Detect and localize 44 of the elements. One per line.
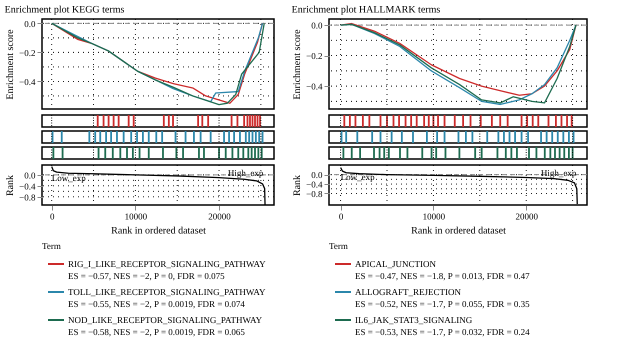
y-tick-label: −0.4 (306, 82, 323, 92)
legend-title: Term (42, 241, 61, 251)
y-axis-title: Rank (292, 174, 304, 196)
legend-label: RIG_I_LIKE_RECEPTOR_SIGNALING_PATHWAY (68, 259, 266, 269)
legend-title: Term (329, 241, 348, 251)
annotation: Low_exp (340, 172, 376, 182)
x-tick-label: 10000 (422, 212, 446, 222)
text: ES = −0.53, NES = −1.7, P = 0.032, FDR = 0.24 (355, 327, 530, 337)
y-tick-label: −0.2 (19, 48, 36, 58)
chart-title: Enrichment plot KEGG terms (4, 4, 124, 16)
y-tick-label: −0.4 (306, 180, 323, 190)
text: ES = −0.47, NES = −1.8, P = 0.013, FDR = 0.47 (355, 271, 530, 281)
text: ES = −0.57, NES = −2, P = 0, FDR = 0.075 (68, 271, 226, 281)
text: ES = −0.55, NES = −2, P = 0.0019, FDR = 0.074 (68, 299, 246, 309)
y-tick-label: −0.2 (306, 51, 322, 62)
annotation: High_exp (540, 168, 577, 178)
chart-title: Enrichment plot HALLMARK terms (292, 4, 440, 16)
legend-label: IL6_JAK_STAT3_SIGNALING (355, 315, 473, 325)
y-tick-label: 0.0 (311, 170, 323, 180)
x-tick-label: 10000 (124, 212, 148, 222)
legend-label: NOD_LIKE_RECEPTOR_SIGNALING_PATHWAY (68, 315, 263, 325)
y-tick-label: 0.0 (24, 170, 36, 180)
annotation: Low_exp (52, 173, 86, 184)
annotation: High_exp (228, 168, 264, 178)
x-tick-label: 0 (50, 212, 55, 222)
y-axis-title: Enrichment score (5, 28, 16, 100)
x-axis-title: Rank in ordered dataset (411, 226, 506, 236)
y-tick-label: 0.0 (311, 20, 323, 31)
x-tick-label: 20000 (515, 212, 538, 222)
x-axis-title: Rank in ordered dataset (111, 226, 206, 236)
y-tick-label: −0.4 (19, 181, 36, 192)
y-tick-label: −0.8 (19, 192, 36, 202)
y-tick-label: −0.4 (19, 76, 36, 87)
legend-label: TOLL_LIKE_RECEPTOR_SIGNALING_PATHWAY (68, 287, 266, 297)
x-tick-label: 20000 (208, 212, 232, 222)
text: ES = −0.58, NES = −2, P = 0.0019, FDR = 0.065 (68, 327, 246, 337)
text: ES = −0.52, NES = −1.7, P = 0.055, FDR = 0.35 (355, 299, 530, 309)
y-axis-title: Enrichment score (292, 28, 304, 100)
legend-label: ALLOGRAFT_REJECTION (355, 287, 462, 297)
y-tick-label: −0.8 (306, 188, 323, 199)
y-tick-label: 0.0 (24, 18, 36, 29)
y-axis-title: Rank (5, 174, 16, 196)
legend-label: APICAL_JUNCTION (355, 259, 436, 269)
x-tick-label: 0 (338, 212, 344, 222)
